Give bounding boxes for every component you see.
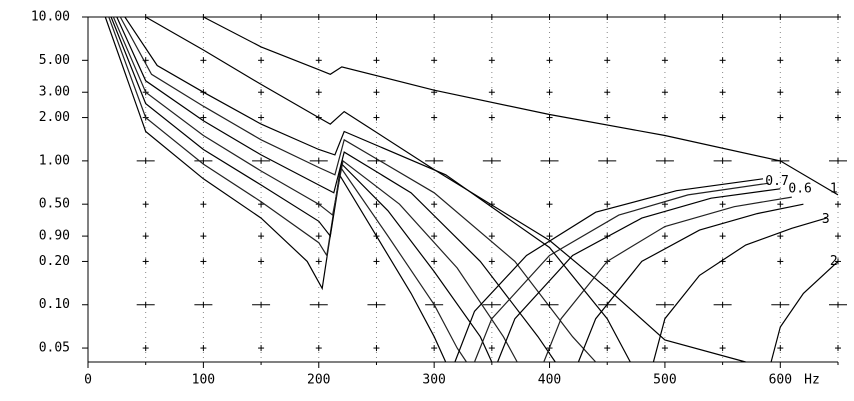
curve — [577, 203, 804, 363]
curve — [497, 188, 781, 363]
curve — [110, 16, 493, 363]
x-tick-label: 500 — [653, 373, 676, 388]
y-tick-label: 5.00 — [39, 53, 70, 68]
curve — [145, 16, 746, 363]
curve — [652, 217, 827, 363]
curve — [203, 16, 839, 196]
x-tick-label: 400 — [538, 373, 561, 388]
x-tick-label: 100 — [192, 373, 215, 388]
curve-label: 1 — [830, 181, 838, 196]
curve — [119, 16, 597, 363]
curve — [770, 260, 839, 363]
curve-label: 0.6 — [788, 181, 811, 196]
x-tick-label: 600 — [769, 373, 792, 388]
y-tick-label: 1.00 — [39, 153, 70, 168]
curve — [124, 16, 631, 363]
curve-label: 2 — [830, 254, 838, 269]
curve-label: 3 — [822, 212, 830, 227]
y-tick-label: 0.90 — [39, 229, 70, 244]
x-tick-label: 300 — [422, 373, 445, 388]
y-tick-label: 0.20 — [39, 254, 70, 269]
curve — [104, 16, 447, 363]
curve — [543, 196, 792, 363]
y-tick-label: 0.05 — [39, 341, 70, 356]
curve-label: 0.7 — [765, 174, 788, 189]
y-tick-label: 10.00 — [31, 10, 70, 25]
y-tick-label: 2.00 — [39, 110, 70, 125]
x-tick-label: 0 — [84, 373, 92, 388]
curve — [108, 16, 467, 363]
curve — [454, 178, 764, 363]
curve — [112, 16, 518, 363]
curve — [473, 182, 769, 363]
y-tick-label: 3.00 — [39, 85, 70, 100]
x-axis-label: Hz — [804, 373, 820, 388]
y-tick-label: 0.10 — [39, 297, 70, 312]
x-tick-label: 200 — [307, 373, 330, 388]
y-tick-label: 0.50 — [39, 197, 70, 212]
curve — [116, 16, 556, 363]
